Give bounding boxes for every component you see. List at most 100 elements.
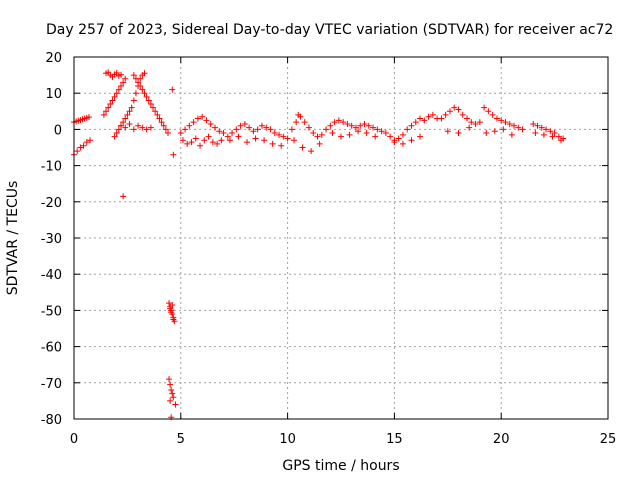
data-point <box>269 140 276 147</box>
data-point <box>184 140 191 147</box>
data-point <box>120 79 127 86</box>
data-point <box>301 119 308 126</box>
data-point <box>331 119 338 126</box>
data-point <box>132 90 139 97</box>
data-point <box>244 139 251 146</box>
data-point <box>344 120 351 127</box>
data-point <box>167 381 174 388</box>
data-point <box>421 117 428 124</box>
data-point <box>117 71 124 78</box>
data-point <box>87 137 94 144</box>
data-point <box>164 130 171 137</box>
data-point <box>203 117 210 124</box>
data-point <box>167 305 174 312</box>
data-point <box>229 130 236 137</box>
data-point <box>207 120 214 127</box>
data-point <box>132 75 139 82</box>
data-point <box>506 120 513 127</box>
data-point <box>442 111 449 118</box>
data-point <box>318 131 325 138</box>
data-point <box>508 131 515 138</box>
data-point <box>126 120 133 127</box>
data-point <box>100 111 107 118</box>
data-point <box>162 126 169 133</box>
data-point <box>122 75 129 82</box>
data-point <box>147 101 154 108</box>
data-point <box>417 133 424 140</box>
y-tick-label: -20 <box>41 196 62 211</box>
data-point <box>220 130 227 137</box>
data-point <box>167 397 174 404</box>
y-tick-label: 10 <box>45 87 62 102</box>
data-point <box>534 122 541 129</box>
data-point <box>166 300 173 307</box>
data-point <box>391 139 398 146</box>
data-point <box>261 137 268 144</box>
data-point <box>258 122 265 129</box>
data-point <box>310 130 317 137</box>
data-point <box>197 142 204 149</box>
data-point <box>105 104 112 111</box>
data-point <box>299 144 306 151</box>
data-point <box>252 135 259 142</box>
data-point <box>107 101 114 108</box>
data-point <box>122 124 129 131</box>
data-point <box>216 128 223 135</box>
y-tick-label: 20 <box>45 51 62 66</box>
y-tick-label: -70 <box>41 377 62 392</box>
data-point <box>382 130 389 137</box>
x-tick-label: 5 <box>177 432 185 447</box>
data-point <box>128 104 135 111</box>
data-point <box>417 115 424 122</box>
data-point <box>370 124 377 131</box>
data-point <box>177 130 184 137</box>
data-point <box>103 108 110 115</box>
data-point <box>186 122 193 129</box>
data-point <box>77 144 84 151</box>
data-point <box>335 117 342 124</box>
data-point <box>538 124 545 131</box>
data-point <box>278 142 285 149</box>
data-point <box>459 111 466 118</box>
y-tick-label: 0 <box>54 123 62 138</box>
data-point <box>293 119 300 126</box>
data-point <box>352 124 359 131</box>
data-point <box>438 115 445 122</box>
data-point <box>83 139 90 146</box>
data-point <box>511 122 518 129</box>
data-point <box>543 126 550 133</box>
data-point <box>120 119 127 126</box>
data-point <box>305 124 312 131</box>
data-point <box>205 133 212 140</box>
data-point <box>214 140 221 147</box>
data-point <box>284 135 291 142</box>
data-point <box>237 122 244 129</box>
data-point <box>152 108 159 115</box>
data-point <box>502 119 509 126</box>
data-point <box>500 126 507 133</box>
data-point <box>483 130 490 137</box>
data-point <box>555 133 562 140</box>
data-point <box>235 133 242 140</box>
x-tick-label: 0 <box>70 432 78 447</box>
data-point <box>135 79 142 86</box>
data-point <box>158 119 165 126</box>
data-point <box>147 124 154 131</box>
data-point <box>280 133 287 140</box>
y-tick-label: -50 <box>41 304 62 319</box>
y-tick-label: -40 <box>41 268 62 283</box>
data-point <box>154 111 161 118</box>
data-point <box>446 108 453 115</box>
data-point <box>425 113 432 120</box>
data-point <box>468 119 475 126</box>
data-point <box>211 124 218 131</box>
data-point <box>549 133 556 140</box>
x-axis-label: GPS time / hours <box>282 458 399 474</box>
data-point <box>408 122 415 129</box>
data-point <box>246 124 253 131</box>
data-point <box>109 97 116 104</box>
data-point <box>182 126 189 133</box>
data-point <box>130 97 137 104</box>
data-point <box>429 111 436 118</box>
data-point <box>117 122 124 129</box>
